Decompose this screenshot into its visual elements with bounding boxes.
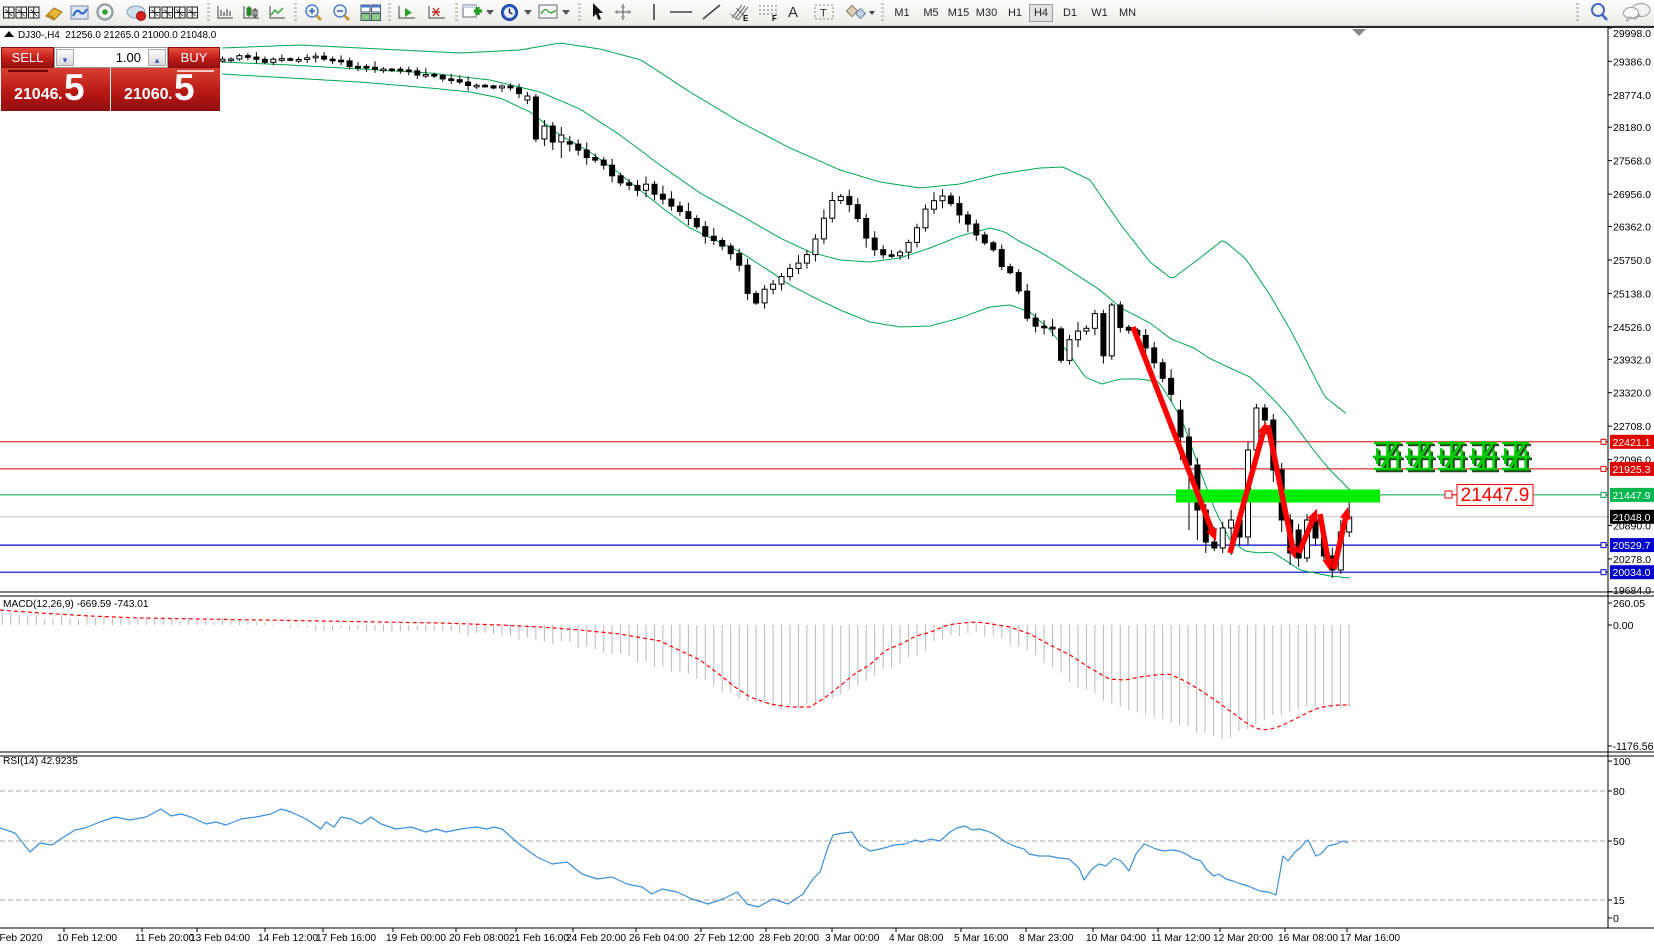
- svg-text:F: F: [772, 14, 777, 23]
- svg-text:MACD(12,26,9) -669.59 -743.01: MACD(12,26,9) -669.59 -743.01: [3, 599, 149, 610]
- svg-text:29998.0: 29998.0: [1613, 28, 1651, 40]
- svg-text:29386.0: 29386.0: [1613, 56, 1651, 68]
- svg-text:27 Feb 12:00: 27 Feb 12:00: [694, 933, 754, 944]
- svg-text:0: 0: [1613, 913, 1619, 925]
- svg-text:DJ30-,H4 21256.0 21265.0 2100: DJ30-,H4 21256.0 21265.0 21000.0 21048.0: [18, 30, 217, 41]
- svg-text:12 Mar 20:00: 12 Mar 20:00: [1213, 933, 1273, 944]
- svg-text:23932.0: 23932.0: [1613, 354, 1651, 366]
- svg-text:26956.0: 26956.0: [1613, 189, 1651, 201]
- svg-text:50: 50: [1613, 836, 1625, 848]
- svg-text:20278.0: 20278.0: [1613, 554, 1651, 566]
- svg-text:20529.7: 20529.7: [1613, 540, 1651, 552]
- svg-text:-1176.56: -1176.56: [1613, 741, 1654, 753]
- svg-text:22421.1: 22421.1: [1613, 437, 1651, 449]
- svg-text:20034.0: 20034.0: [1613, 567, 1651, 579]
- svg-text:3 Mar 00:00: 3 Mar 00:00: [825, 933, 880, 944]
- svg-text:RSI(14) 42.9235: RSI(14) 42.9235: [3, 756, 78, 767]
- svg-text:5 Mar 16:00: 5 Mar 16:00: [954, 933, 1009, 944]
- svg-text:28180.0: 28180.0: [1613, 122, 1651, 134]
- svg-text:8 Mar 23:00: 8 Mar 23:00: [1019, 933, 1074, 944]
- svg-text:26362.0: 26362.0: [1613, 222, 1651, 234]
- svg-text:21 Feb 16:00: 21 Feb 16:00: [509, 933, 569, 944]
- svg-text:25750.0: 25750.0: [1613, 255, 1651, 267]
- svg-text:20 Feb 08:00: 20 Feb 08:00: [449, 933, 509, 944]
- svg-text:28774.0: 28774.0: [1613, 90, 1651, 102]
- svg-text:T: T: [820, 8, 827, 20]
- svg-text:7 Feb 2020: 7 Feb 2020: [0, 933, 43, 944]
- svg-text:260.05: 260.05: [1613, 598, 1645, 610]
- svg-text:11 Feb 20:00: 11 Feb 20:00: [135, 933, 195, 944]
- svg-text:25138.0: 25138.0: [1613, 288, 1651, 300]
- svg-text:10 Feb 12:00: 10 Feb 12:00: [57, 933, 117, 944]
- svg-text:22708.0: 22708.0: [1613, 421, 1651, 433]
- svg-text:21925.3: 21925.3: [1613, 464, 1651, 476]
- svg-text:27568.0: 27568.0: [1613, 156, 1651, 168]
- svg-text:17 Mar 16:00: 17 Mar 16:00: [1340, 933, 1400, 944]
- svg-text:14 Feb 12:00: 14 Feb 12:00: [258, 933, 318, 944]
- svg-text:28 Feb 20:00: 28 Feb 20:00: [759, 933, 819, 944]
- svg-text:21447.9: 21447.9: [1461, 485, 1530, 506]
- svg-text:0.00: 0.00: [1613, 620, 1634, 632]
- svg-text:24526.0: 24526.0: [1613, 322, 1651, 334]
- svg-text:17 Feb 16:00: 17 Feb 16:00: [316, 933, 376, 944]
- svg-text:23320.0: 23320.0: [1613, 388, 1651, 400]
- svg-text:21447.9: 21447.9: [1613, 490, 1651, 502]
- svg-text:10 Mar 04:00: 10 Mar 04:00: [1086, 933, 1146, 944]
- svg-text:26 Feb 04:00: 26 Feb 04:00: [629, 933, 689, 944]
- svg-text:21048.0: 21048.0: [1613, 512, 1651, 524]
- svg-text:100: 100: [1613, 756, 1631, 768]
- svg-text:4 Mar 08:00: 4 Mar 08:00: [889, 933, 944, 944]
- svg-text:80: 80: [1613, 786, 1625, 798]
- svg-text:19684.0: 19684.0: [1613, 585, 1651, 597]
- svg-text:16 Mar 08:00: 16 Mar 08:00: [1278, 933, 1338, 944]
- svg-text:E: E: [743, 14, 749, 23]
- svg-text:24 Feb 20:00: 24 Feb 20:00: [566, 933, 626, 944]
- svg-text:15: 15: [1613, 895, 1625, 907]
- svg-text:13 Feb 04:00: 13 Feb 04:00: [190, 933, 250, 944]
- svg-text:19 Feb 00:00: 19 Feb 00:00: [386, 933, 446, 944]
- svg-text:11 Mar 12:00: 11 Mar 12:00: [1151, 933, 1211, 944]
